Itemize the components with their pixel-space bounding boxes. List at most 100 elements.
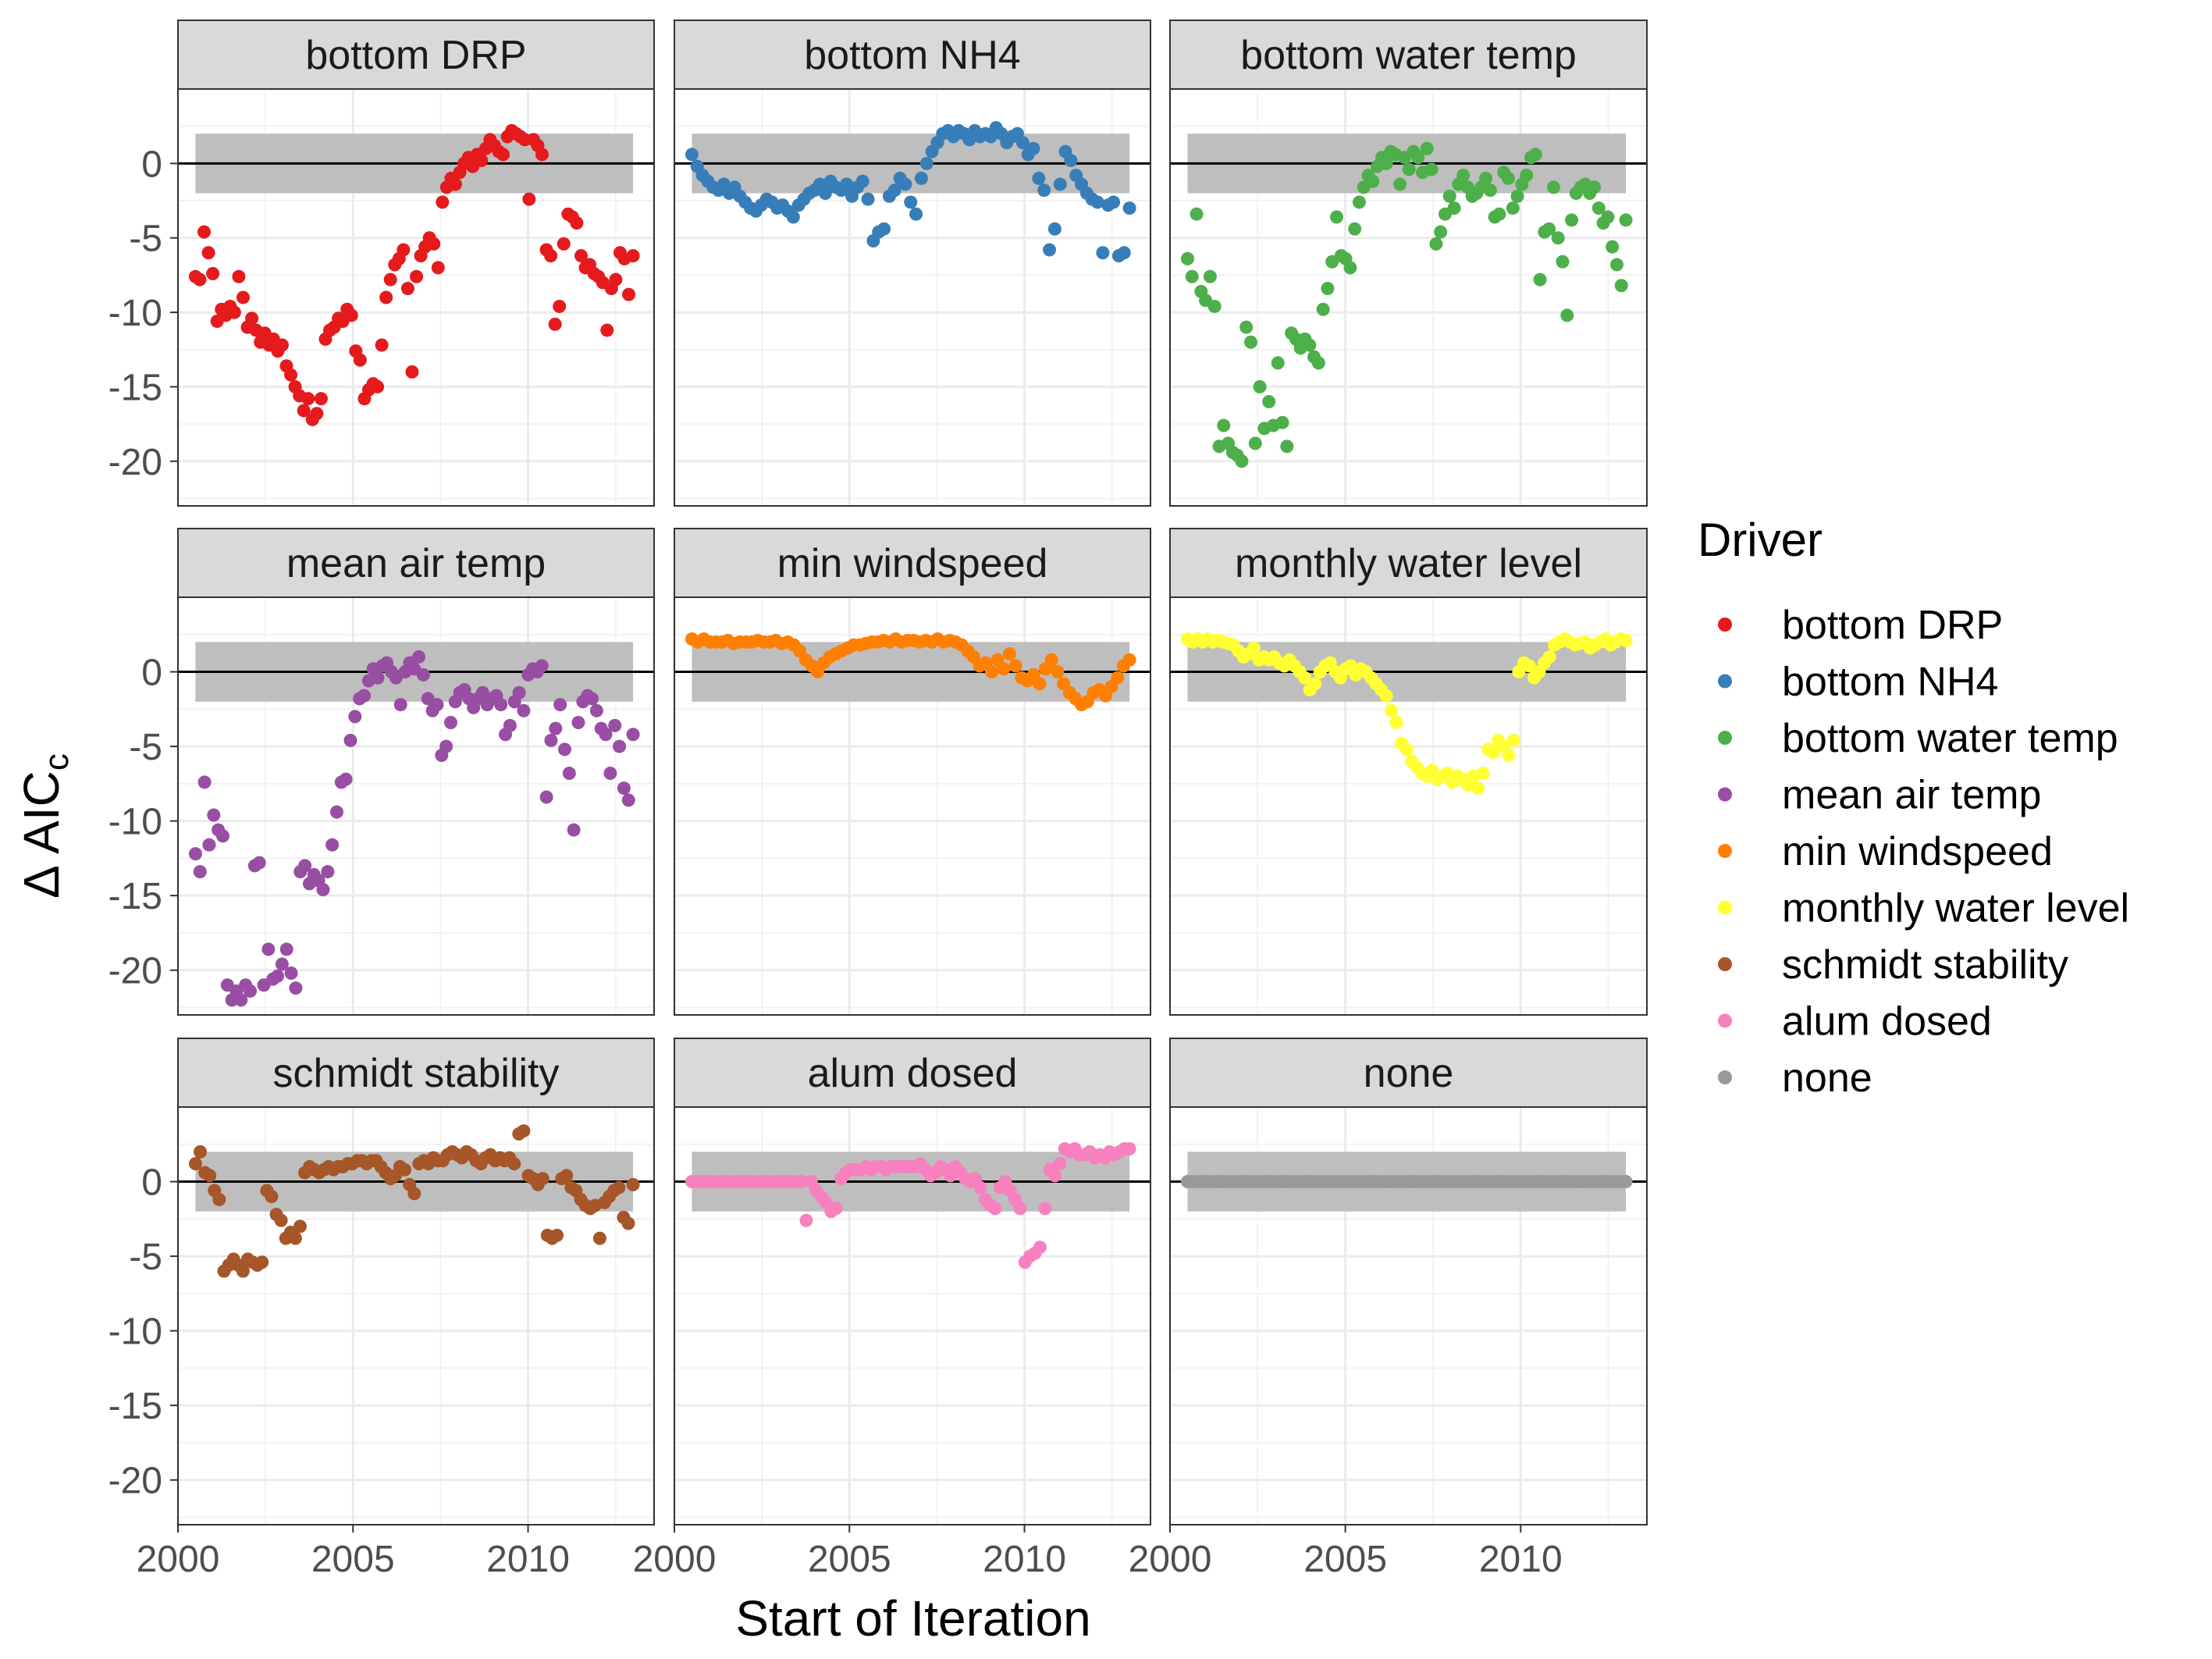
- data-point: [539, 790, 553, 804]
- data-point: [1619, 213, 1633, 227]
- data-point: [357, 689, 372, 703]
- data-point: [1420, 141, 1434, 155]
- data-point: [544, 733, 558, 747]
- data-point: [397, 243, 411, 257]
- data-point: [1032, 171, 1046, 185]
- data-point: [898, 177, 912, 191]
- y-axis-title-main: Δ AIC: [13, 771, 69, 899]
- legend-item: bottom DRP: [1718, 603, 2003, 648]
- data-point: [1033, 677, 1047, 691]
- data-point: [188, 847, 202, 861]
- data-point: [271, 969, 285, 983]
- data-point: [188, 1157, 202, 1171]
- data-point: [855, 174, 870, 188]
- data-point: [550, 1228, 564, 1242]
- data-point: [1556, 255, 1570, 269]
- data-point: [1090, 195, 1104, 209]
- data-point: [612, 1180, 626, 1194]
- data-point: [1542, 650, 1556, 664]
- data-point: [1619, 633, 1633, 647]
- data-point: [371, 379, 385, 393]
- data-point: [1520, 169, 1534, 183]
- data-point: [412, 650, 426, 664]
- data-point: [1298, 671, 1312, 685]
- legend-key: [1718, 900, 1732, 915]
- data-point: [1180, 251, 1194, 265]
- data-point: [1399, 742, 1414, 757]
- data-point: [1064, 154, 1078, 168]
- data-point: [1311, 356, 1325, 370]
- legend-key: [1718, 787, 1732, 802]
- facet-strip-label: bottom NH4: [804, 33, 1020, 78]
- x-tick-label: 2010: [1479, 1539, 1563, 1580]
- facet-strip-label: alum dosed: [808, 1051, 1018, 1096]
- data-point: [887, 183, 902, 198]
- data-point: [1385, 703, 1399, 717]
- data-points: [1180, 141, 1633, 468]
- data-point: [227, 305, 241, 319]
- data-point: [1037, 183, 1051, 198]
- data-point: [1471, 781, 1485, 796]
- x-tick-label: 2000: [1129, 1539, 1212, 1580]
- data-point: [1038, 1202, 1052, 1216]
- data-point: [348, 710, 362, 724]
- data-point: [585, 692, 599, 706]
- data-point: [1275, 415, 1289, 429]
- data-point: [1565, 213, 1579, 227]
- data-point: [448, 177, 462, 191]
- data-point: [298, 859, 312, 873]
- data-point: [1122, 653, 1136, 667]
- data-point: [548, 317, 562, 331]
- data-point: [289, 981, 303, 995]
- legend-key: [1718, 1013, 1732, 1028]
- facet-strip: [674, 528, 1151, 598]
- y-tick-label: -15: [108, 367, 162, 408]
- legend-label: schmidt stability: [1782, 942, 2068, 988]
- data-point: [1047, 222, 1062, 236]
- data-point: [589, 703, 603, 717]
- facet-strip: [1169, 20, 1648, 90]
- data-point: [861, 192, 875, 206]
- data-point: [626, 1177, 640, 1191]
- panel-border: [177, 596, 655, 1016]
- x-tick-label: 2000: [137, 1539, 220, 1580]
- legend-title: Driver: [1698, 514, 1823, 566]
- data-point: [1330, 210, 1344, 224]
- data-points: [1180, 1175, 1633, 1189]
- data-point: [553, 698, 567, 712]
- data-point: [203, 1169, 217, 1183]
- data-point: [410, 269, 424, 283]
- legend-key: [1718, 1070, 1732, 1084]
- data-point: [557, 742, 571, 757]
- legend-key: [1718, 731, 1732, 745]
- data-point: [1033, 1241, 1047, 1255]
- legend-label: bottom NH4: [1782, 660, 1998, 705]
- data-point: [609, 272, 623, 287]
- facet-panel-mean-air-temp: mean air temp 0 -5 -10 -15 -20: [108, 528, 655, 1016]
- data-point: [1429, 237, 1443, 251]
- y-tick-label: -20: [108, 951, 162, 992]
- facet-panel-none: none 2000 2005 2010: [1129, 1038, 1648, 1580]
- data-point: [617, 781, 631, 796]
- data-point: [234, 993, 248, 1007]
- legend-key: [1718, 844, 1732, 858]
- data-point: [1389, 716, 1403, 729]
- data-points: [1180, 632, 1633, 796]
- data-point: [416, 668, 430, 682]
- data-point: [1203, 269, 1217, 283]
- facet-strip-label: bottom DRP: [305, 33, 526, 78]
- data-point: [795, 1175, 809, 1189]
- data-point: [344, 308, 358, 322]
- data-point: [293, 1219, 307, 1234]
- legend-item: schmidt stability: [1718, 942, 2068, 988]
- data-point: [1044, 653, 1058, 667]
- data-point: [1502, 171, 1516, 185]
- data-point: [1303, 338, 1317, 352]
- data-point: [1424, 162, 1439, 176]
- data-point: [1466, 769, 1480, 783]
- y-tick-label: -20: [108, 1461, 162, 1502]
- data-point: [375, 338, 389, 352]
- data-point: [1483, 183, 1497, 198]
- data-point: [1190, 207, 1204, 221]
